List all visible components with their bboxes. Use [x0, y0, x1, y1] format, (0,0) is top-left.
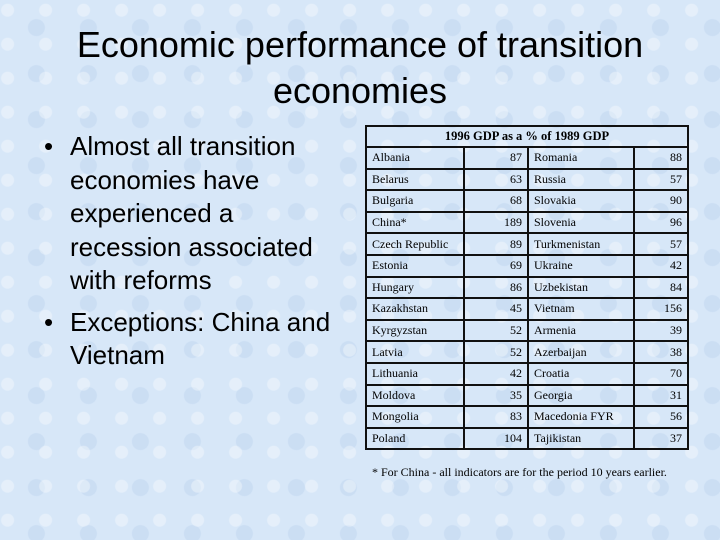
table-row: Kyrgyzstan 52 Armenia 39 — [365, 318, 689, 343]
table-row: Belarus 63 Russia 57 — [365, 167, 689, 192]
bullet-list: • Almost all transition economies have ex… — [40, 130, 350, 381]
country-name: Czech Republic — [365, 232, 465, 256]
gdp-value: 39 — [633, 318, 689, 343]
gdp-value: 45 — [463, 297, 529, 321]
gdp-value: 89 — [463, 232, 529, 256]
country-name: Moldova — [365, 383, 465, 408]
table-row: Albania 87 Romania 88 — [365, 146, 689, 170]
country-name: Albania — [365, 146, 465, 170]
table-row: Bulgaria 68 Slovakia 90 — [365, 189, 689, 213]
gdp-value: 37 — [633, 426, 689, 451]
country-name: Poland — [365, 426, 465, 451]
gdp-value: 96 — [633, 210, 689, 235]
country-name: Estonia — [365, 253, 465, 278]
country-name: Armenia — [527, 318, 635, 343]
gdp-value: 57 — [633, 232, 689, 256]
gdp-value: 35 — [463, 383, 529, 408]
bullet-icon: • — [44, 306, 54, 337]
gdp-value: 68 — [463, 189, 529, 213]
country-name: Georgia — [527, 383, 635, 408]
country-name: Romania — [527, 146, 635, 170]
slide-title: Economic performance of transition econo… — [76, 24, 644, 111]
country-name: Kyrgyzstan — [365, 318, 465, 343]
gdp-value: 70 — [633, 361, 689, 386]
gdp-value: 90 — [633, 189, 689, 213]
gdp-value: 69 — [463, 253, 529, 278]
table-row: Estonia 69 Ukraine 42 — [365, 253, 689, 278]
country-name: Mongolia — [365, 405, 465, 429]
bullet-item: • Exceptions: China and Vietnam — [44, 306, 331, 371]
gdp-value: 83 — [463, 405, 529, 429]
country-name: Kazakhstan — [365, 297, 465, 321]
country-name: Macedonia FYR — [527, 405, 635, 429]
table-row: Lithuania 42 Croatia 70 — [365, 361, 689, 386]
gdp-value: 38 — [633, 340, 689, 364]
gdp-value: 57 — [633, 167, 689, 192]
country-name: Hungary — [365, 275, 465, 300]
gdp-value: 42 — [633, 253, 689, 278]
country-name: Slovakia — [527, 189, 635, 213]
country-name: Tajikistan — [527, 426, 635, 451]
country-name: Uzbekistan — [527, 275, 635, 300]
gdp-value: 52 — [463, 318, 529, 343]
gdp-value: 52 — [463, 340, 529, 364]
country-name: Bulgaria — [365, 189, 465, 213]
country-name: Turkmenistan — [527, 232, 635, 256]
country-name: Latvia — [365, 340, 465, 364]
bullet-item: • Almost all transition economies have ex… — [44, 131, 313, 295]
table-header: 1996 GDP as a % of 1989 GDP — [365, 125, 689, 148]
table-row: China* 189 Slovenia 96 — [365, 210, 689, 235]
bullet-icon: • — [44, 131, 54, 161]
gdp-value: 84 — [633, 275, 689, 300]
country-name: China* — [365, 210, 465, 235]
country-name: Croatia — [527, 361, 635, 386]
country-name: Belarus — [365, 167, 465, 192]
table-row: Moldova 35 Georgia 31 — [365, 383, 689, 408]
table-row: Mongolia 83 Macedonia FYR 56 — [365, 405, 689, 429]
gdp-value: 31 — [633, 383, 689, 408]
table-row: Hungary 86 Uzbekistan 84 — [365, 275, 689, 300]
gdp-value: 63 — [463, 167, 529, 192]
table-row: Kazakhstan 45 Vietnam 156 — [365, 297, 689, 321]
gdp-table: 1996 GDP as a % of 1989 GDP Albania 87 Rom… — [365, 125, 689, 451]
table-row: Czech Republic 89 Turkmenistan 57 — [365, 232, 689, 256]
gdp-value: 42 — [463, 361, 529, 386]
gdp-value: 87 — [463, 146, 529, 170]
gdp-value: 56 — [633, 405, 689, 429]
country-name: Ukraine — [527, 253, 635, 278]
gdp-value: 88 — [633, 146, 689, 170]
country-name: Vietnam — [527, 297, 635, 321]
gdp-value: 189 — [463, 210, 529, 235]
gdp-value: 104 — [463, 426, 529, 451]
country-name: Lithuania — [365, 361, 465, 386]
table-row: Latvia 52 Azerbaijan 38 — [365, 340, 689, 364]
country-name: Slovenia — [527, 210, 635, 235]
gdp-value: 86 — [463, 275, 529, 300]
country-name: Russia — [527, 167, 635, 192]
gdp-value: 156 — [633, 297, 689, 321]
footnote: * For China - all indicators are for the… — [372, 465, 667, 479]
country-name: Azerbaijan — [527, 340, 635, 364]
table-row: Poland 104 Tajikistan 37 — [365, 426, 689, 451]
